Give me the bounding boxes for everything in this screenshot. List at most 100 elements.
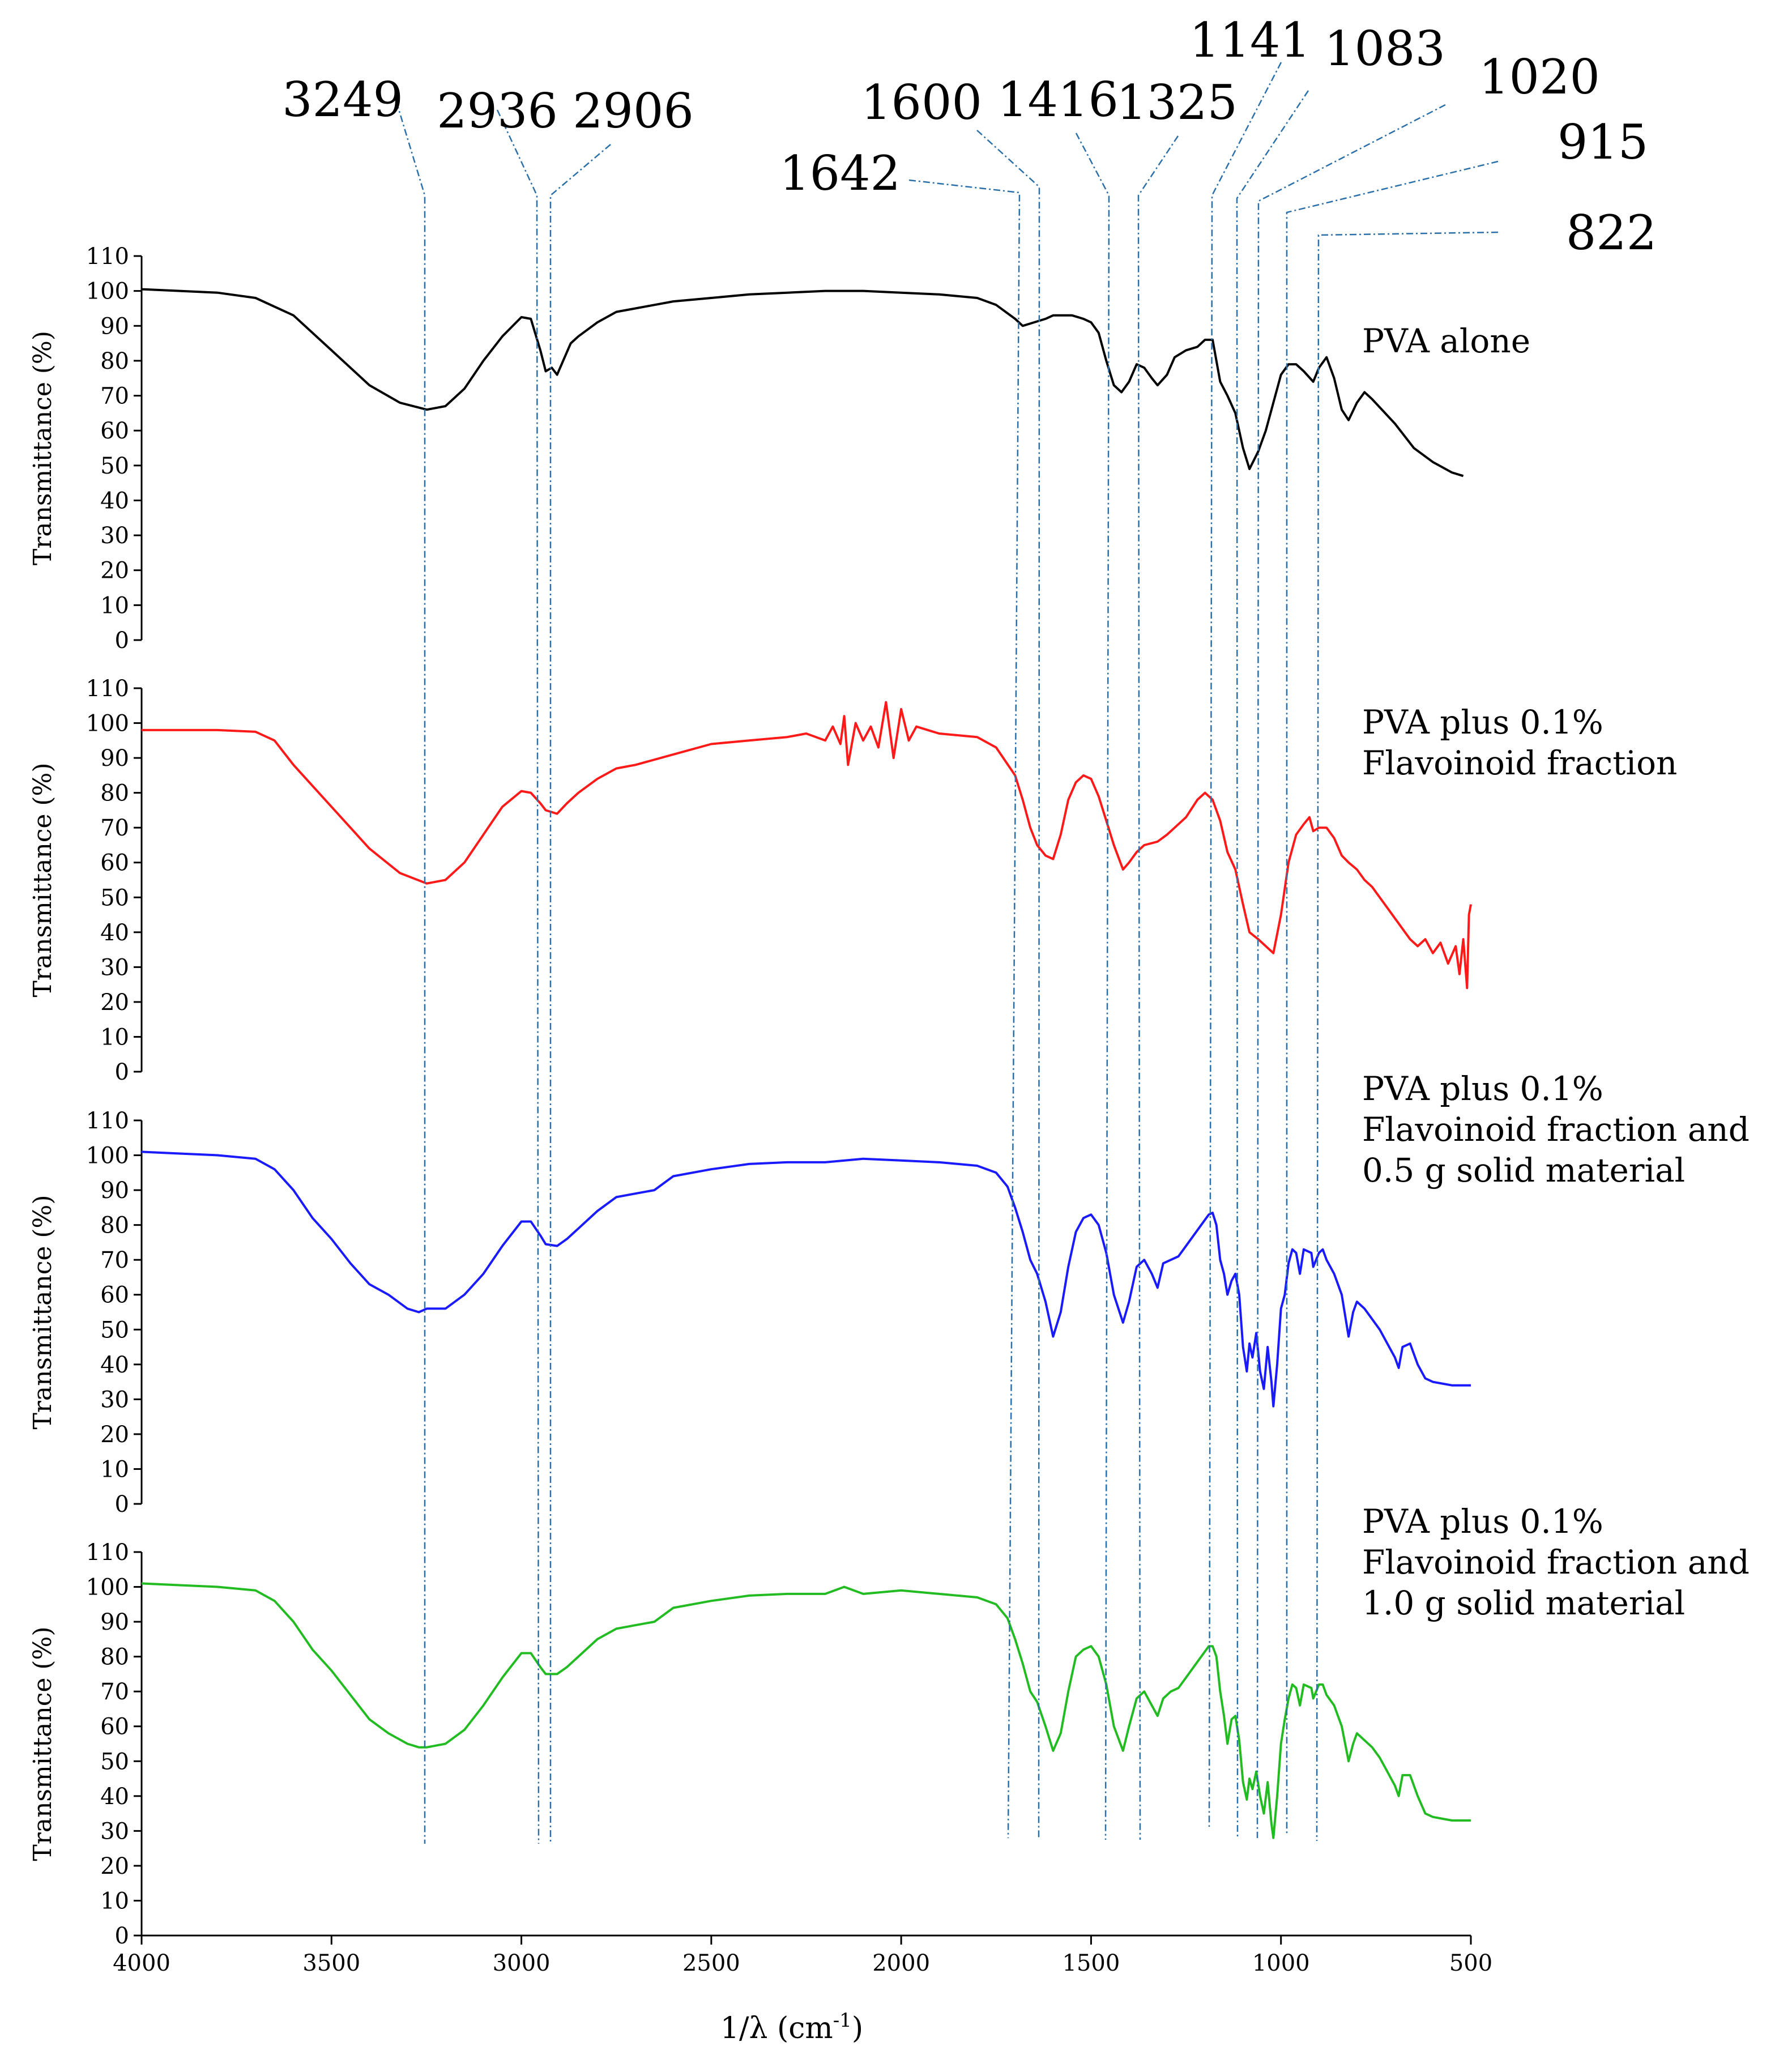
legend-label: PVA plus 0.1% <box>1362 1069 1603 1108</box>
peak-label-2906: 2906 <box>573 83 694 139</box>
y-tick-label: 60 <box>100 850 129 876</box>
y-tick-label: 60 <box>100 418 129 444</box>
peak-label-822: 822 <box>1566 205 1657 261</box>
x-axis: 4000 3500 3000 2500 2000 1500 1000 500 <box>113 1934 1492 1976</box>
legend-label: PVA alone <box>1362 322 1530 360</box>
y-axis-label: Transmittance (%) <box>28 1195 57 1429</box>
y-tick-label: 50 <box>100 453 129 479</box>
y-tick-label: 30 <box>100 1387 129 1413</box>
legend-label: 0.5 g solid material <box>1362 1151 1685 1190</box>
peak-label-1600: 1600 <box>861 75 982 130</box>
y-tick-label: 20 <box>100 558 129 584</box>
y-tick-label: 90 <box>100 1178 129 1204</box>
peak-label-1642: 1642 <box>779 146 901 201</box>
y-tick-label: 100 <box>86 1143 129 1169</box>
spectrum-panel-4: 0 10 20 30 40 50 60 70 80 90 100 110 Transmittance (… <box>28 1502 1750 1949</box>
peak-guide-1416 <box>1075 133 1110 1840</box>
peak-guide-3249 <box>395 101 426 1844</box>
y-tick-label: 60 <box>100 1282 129 1308</box>
y-tick-label: 30 <box>100 954 129 981</box>
y-tick-label: 40 <box>100 1784 129 1810</box>
peak-label-1020: 1020 <box>1479 49 1600 105</box>
y-tick-label: 90 <box>100 313 129 339</box>
y-tick-label: 110 <box>86 1540 129 1566</box>
y-tick-label: 40 <box>100 1352 129 1378</box>
x-tick-label: 4000 <box>113 1950 170 1976</box>
y-tick-label: 90 <box>100 745 129 771</box>
series-line-4 <box>141 1582 1471 1839</box>
y-tick-label: 30 <box>100 523 129 549</box>
y-tick-label: 0 <box>115 1923 129 1949</box>
y-tick-label: 80 <box>100 1213 129 1239</box>
peak-guide-1083 <box>1236 90 1309 1839</box>
y-tick-label: 0 <box>115 628 129 654</box>
peak-label-1325: 1325 <box>1116 75 1238 130</box>
y-tick-label: 70 <box>100 1679 129 1705</box>
legend-label: Flavoinoid fraction and <box>1362 1110 1750 1149</box>
peak-label-915: 915 <box>1558 114 1648 170</box>
y-tick-label: 10 <box>100 1456 129 1482</box>
peak-guide-2936 <box>496 109 540 1844</box>
y-tick-label: 20 <box>100 990 129 1016</box>
peak-guide-2906 <box>549 144 611 1844</box>
peak-label-1083: 1083 <box>1324 21 1445 76</box>
y-tick-label: 100 <box>86 1575 129 1601</box>
spectrum-panel-3: 0 10 20 30 40 50 60 70 80 90 100 110 Transmittance (… <box>28 1069 1750 1517</box>
x-tick-label: 3000 <box>493 1950 551 1976</box>
y-tick-label: 50 <box>100 885 129 911</box>
y-tick-label: 110 <box>86 244 129 270</box>
y-tick-label: 60 <box>100 1714 129 1740</box>
y-tick-label: 0 <box>115 1059 129 1085</box>
y-tick-label: 20 <box>100 1853 129 1879</box>
x-tick-label: 1500 <box>1063 1950 1120 1976</box>
legend-label: 1.0 g solid material <box>1362 1584 1685 1622</box>
peak-label-1141: 1141 <box>1189 12 1311 68</box>
peak-guide-1600 <box>976 130 1040 1839</box>
y-tick-label: 30 <box>100 1818 129 1844</box>
y-tick-label: 50 <box>100 1317 129 1343</box>
series-line-1 <box>141 288 1464 478</box>
y-tick-label: 110 <box>86 1108 129 1134</box>
series-line-2 <box>142 701 1472 990</box>
y-tick-label: 10 <box>100 592 129 619</box>
y-tick-label: 100 <box>86 711 129 737</box>
y-tick-label: 40 <box>100 920 129 946</box>
y-tick-label: 70 <box>100 383 129 410</box>
peak-guide-1325 <box>1137 135 1179 1840</box>
legend-label: PVA plus 0.1% <box>1362 703 1603 741</box>
x-tick-label: 2000 <box>872 1950 930 1976</box>
y-tick-label: 90 <box>100 1609 129 1635</box>
peak-label-1416: 1416 <box>997 72 1119 127</box>
y-tick-label: 80 <box>100 781 129 807</box>
y-tick-label: 50 <box>100 1749 129 1775</box>
y-tick-label: 10 <box>100 1888 129 1914</box>
spectrum-panel-2: 0 10 20 30 40 50 60 70 80 90 100 110 Transmittance (… <box>28 676 1677 1085</box>
y-tick-label: 20 <box>100 1422 129 1448</box>
y-tick-label: 100 <box>86 279 129 305</box>
y-tick-label: 80 <box>100 1644 129 1670</box>
y-tick-label: 70 <box>100 815 129 841</box>
legend-label: Flavoinoid fraction and <box>1362 1543 1750 1581</box>
legend-label: Flavoinoid fraction <box>1362 744 1677 782</box>
peak-guide-822 <box>1316 231 1499 1841</box>
y-tick-label: 110 <box>86 676 129 702</box>
x-tick-label: 500 <box>1449 1950 1492 1976</box>
peak-label-2936: 2936 <box>437 83 558 139</box>
peak-guide-1141 <box>1208 62 1282 1827</box>
series-line-3 <box>141 1150 1471 1408</box>
x-tick-label: 2500 <box>682 1950 740 1976</box>
y-axis-label: Transmittance (%) <box>28 1626 57 1861</box>
y-tick-label: 0 <box>115 1491 129 1517</box>
legend-label: PVA plus 0.1% <box>1362 1502 1603 1541</box>
y-tick-label: 40 <box>100 488 129 514</box>
peak-guide-915 <box>1286 160 1499 1835</box>
y-axis-label: Transmittance (%) <box>28 331 57 565</box>
y-tick-label: 10 <box>100 1024 129 1050</box>
x-axis-label: 1/λ (cm-1) <box>720 2009 863 2045</box>
peak-guide-lines <box>395 62 1499 1844</box>
peak-guide-1642 <box>908 179 1021 1839</box>
x-tick-label: 3500 <box>302 1950 360 1976</box>
y-axis-label: Transmittance (%) <box>28 762 57 997</box>
